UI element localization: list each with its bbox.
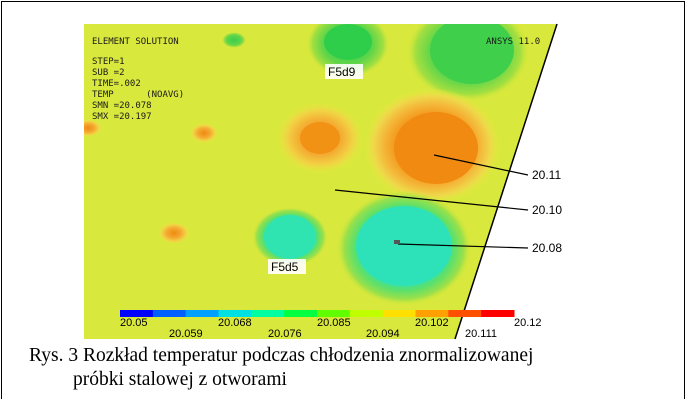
scale-swatch [251,310,285,317]
scale-value: 20.05 [120,317,148,329]
software-label: ANSYS 11.0 [486,37,540,47]
scale-value: 20.102 [415,317,449,329]
hole-label-bottom: F5d5 [271,260,299,274]
callout-label: 20.10 [532,203,562,217]
scale-swatch [448,310,482,317]
scale-swatch [317,310,351,317]
scale-swatch [185,310,219,317]
info-line: TEMP (NOAVG) [92,90,184,100]
caption-line: próbki stalowej z otworami [73,369,287,390]
callout-line [433,154,529,176]
plate-edge [454,23,558,340]
scale-swatch [120,310,154,317]
callout-label: 20.08 [532,241,562,255]
figure-caption: Rys. 3 Rozkład temperatur podczas chłodz… [29,344,679,392]
hole-label-top: F5d9 [328,65,356,79]
scale-value: 20.076 [268,328,302,340]
probe-marker [394,240,400,244]
info-line: TIME=.002 [92,79,141,89]
scale-value: 20.111 [465,328,497,340]
scale-value: 20.12 [514,317,542,329]
callout-label: 20.11 [532,168,561,182]
scale-swatch [349,310,384,317]
scale-swatch [415,310,449,317]
color-scale [120,310,515,317]
element-solution-label: ELEMENT SOLUTION [92,37,179,47]
scale-swatch [218,310,252,317]
temperature-map: ELEMENT SOLUTION ANSYS 11.0 STEP=1 SUB =… [84,23,562,340]
scale-swatch [152,310,187,317]
scale-swatch [284,310,318,317]
info-line: STEP=1 [92,57,125,67]
scale-swatch [382,310,416,317]
scale-value: 20.059 [169,328,203,340]
scale-value: 20.085 [317,317,351,329]
info-line: SUB =2 [92,68,125,78]
scale-value: 20.094 [366,328,400,340]
scale-value: 20.068 [218,317,252,329]
hole-label-bg [268,259,306,274]
caption-line: Rys. 3 Rozkład temperatur podczas chłodz… [29,345,534,366]
info-line: SMX =20.197 [92,112,152,122]
hole-label-bg [325,64,363,79]
scale-swatch [481,310,515,317]
info-line: SMN =20.078 [92,101,152,111]
callout-line [397,243,529,249]
callout-line [334,189,529,211]
